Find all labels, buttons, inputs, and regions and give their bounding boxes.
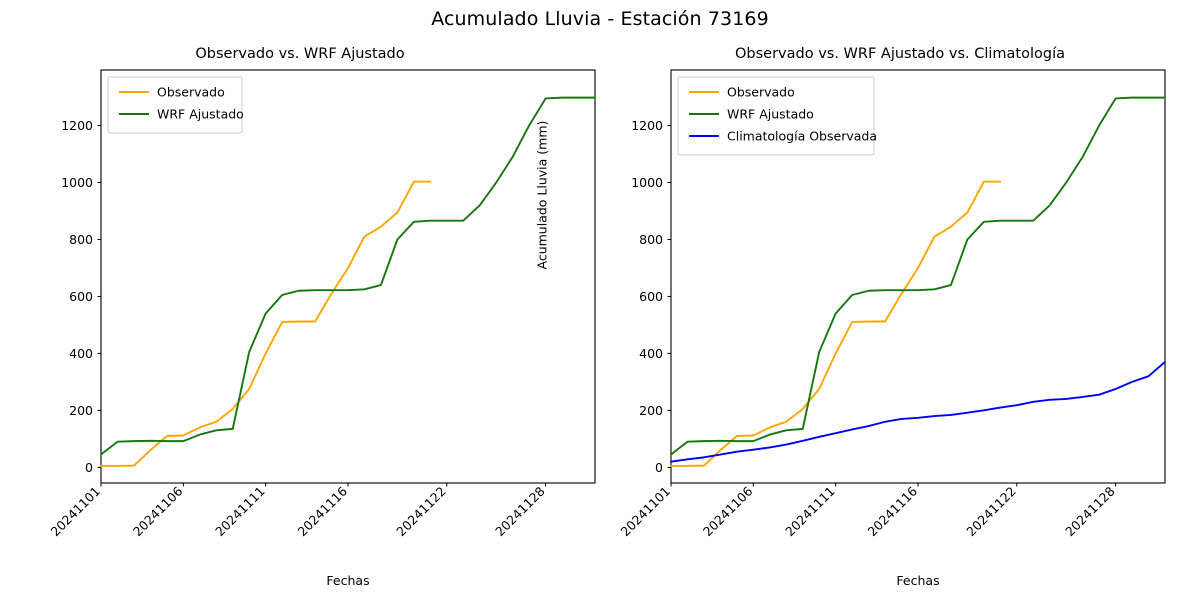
x-axis-label: Fechas xyxy=(326,573,370,588)
y-tick-label: 600 xyxy=(69,289,93,304)
x-tick-label: 20241106 xyxy=(130,483,186,539)
y-tick-label: 1200 xyxy=(61,118,93,133)
x-tick-label: 20241122 xyxy=(393,484,449,540)
y-tick-label: 600 xyxy=(639,289,663,304)
chart-panel-left: Observado vs. WRF Ajustado 0 200 400 600 800… xyxy=(48,46,596,588)
x-tick-label: 20241122 xyxy=(963,484,1019,540)
plot-right: 0 200 400 600 800 1000 1200 20241101 20241106 202… xyxy=(618,69,1166,540)
panel-right-title: Observado vs. WRF Ajustado vs. Climatolo… xyxy=(735,46,1065,62)
chart-panel-right: Observado vs. WRF Ajustado vs. Climatolo… xyxy=(535,0,1200,600)
x-tick-label: 20241106 xyxy=(700,483,756,539)
x-axis-label: Fechas xyxy=(896,573,940,588)
y-tick-label: 1000 xyxy=(61,175,93,190)
series-line-wrf-ajustado xyxy=(670,96,1166,456)
x-tick-label: 20241116 xyxy=(865,483,921,539)
panel-left-title: Observado vs. WRF Ajustado xyxy=(195,46,405,62)
series-line-observado xyxy=(100,180,432,467)
figure-suptitle: Acumulado Lluvia - Estación 73169 xyxy=(431,8,769,30)
series-line-wrf-ajustado xyxy=(100,96,596,456)
legend-box xyxy=(107,76,243,134)
y-tick-label: 400 xyxy=(639,346,663,361)
y-tick-label: 200 xyxy=(639,403,663,418)
axes-frame xyxy=(100,69,596,484)
y-tick-label: 200 xyxy=(69,403,93,418)
y-tick-label: 1000 xyxy=(631,175,663,190)
y-tick-label: 800 xyxy=(639,232,663,247)
x-tick-label: 20241116 xyxy=(295,483,351,539)
legend-label: Observado xyxy=(727,85,795,100)
x-tick-label: 20241101 xyxy=(48,484,104,540)
y-tick-label: 0 xyxy=(655,460,663,475)
series-line-climatolog-a-observada xyxy=(670,361,1166,463)
legend-label: WRF Ajustado xyxy=(727,107,814,122)
x-tick-label: 20241128 xyxy=(1062,483,1118,539)
legend-label: Observado xyxy=(157,85,225,100)
y-tick-label: 800 xyxy=(69,232,93,247)
y-tick-label: 1200 xyxy=(631,118,663,133)
y-axis-label: Acumulado Lluvia (mm) xyxy=(534,120,550,269)
x-tick-label: 20241111 xyxy=(212,484,268,540)
x-tick-label: 20241128 xyxy=(492,483,548,539)
legend-box xyxy=(677,76,875,156)
x-tick-label: 20241101 xyxy=(618,484,674,540)
series-line-observado xyxy=(670,180,1002,467)
y-tick-label: 400 xyxy=(69,346,93,361)
y-tick-label: 0 xyxy=(85,460,93,475)
plot-left: 0 200 400 600 800 1000 1200 20241101 20241106 202… xyxy=(48,69,596,540)
x-tick-label: 20241111 xyxy=(782,484,838,540)
legend-label: WRF Ajustado xyxy=(157,107,244,122)
legend-label: Climatología Observada xyxy=(727,129,877,144)
